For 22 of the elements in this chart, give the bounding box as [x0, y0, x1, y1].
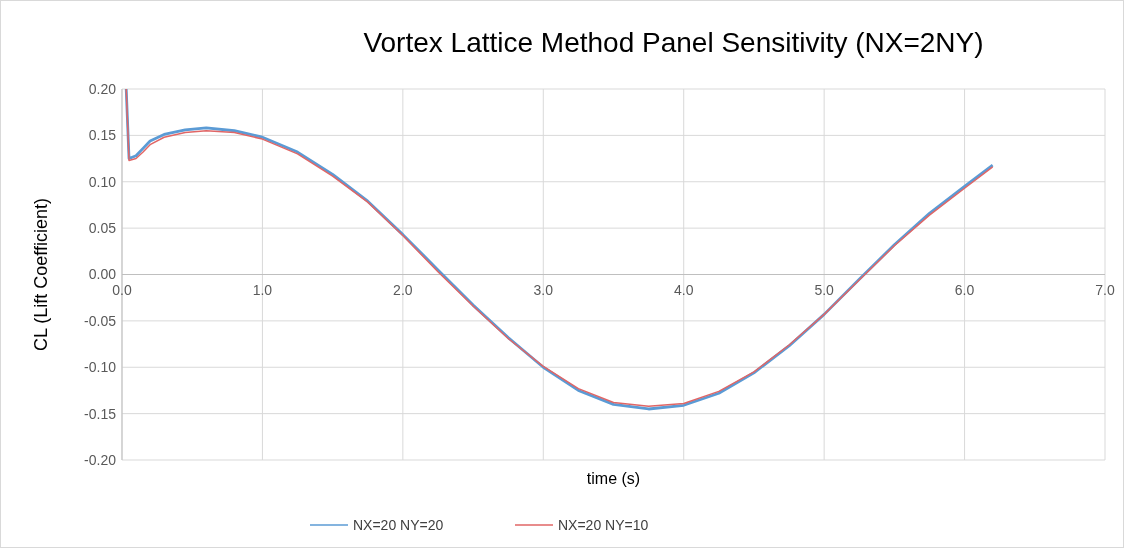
x-tick-label: 1.0 [252, 281, 273, 298]
x-axis-title: time (s) [586, 470, 641, 487]
x-tick-label: 5.0 [814, 281, 835, 298]
y-tick-label: -0.10 [84, 359, 117, 376]
y-tick-label: -0.05 [84, 312, 117, 329]
y-tick-label: -0.20 [84, 451, 117, 468]
x-tick-label: 7.0 [1095, 281, 1115, 298]
y-tick-label: 0.05 [88, 220, 117, 237]
legend-label: NX=20 NY=20 [353, 516, 444, 533]
y-tick-label: 0.15 [88, 127, 117, 144]
x-tick-label: 4.0 [673, 281, 694, 298]
x-tick-label: 2.0 [393, 281, 413, 298]
y-tick-label: 0.10 [88, 173, 117, 190]
chart-title: Vortex Lattice Method Panel Sensitivity (NX=2NY) [363, 27, 984, 58]
legend-label: NX=20 NY=10 [558, 516, 649, 533]
x-tick-label: 3.0 [533, 281, 554, 298]
y-axis-title: CL (Lift Coefficient) [31, 197, 51, 352]
y-tick-label: 0.00 [88, 266, 117, 283]
x-tick-label: 0.0 [112, 281, 132, 298]
y-tick-label: 0.20 [88, 80, 117, 97]
x-tick-label: 6.0 [954, 281, 975, 298]
y-tick-label: -0.15 [84, 405, 117, 422]
